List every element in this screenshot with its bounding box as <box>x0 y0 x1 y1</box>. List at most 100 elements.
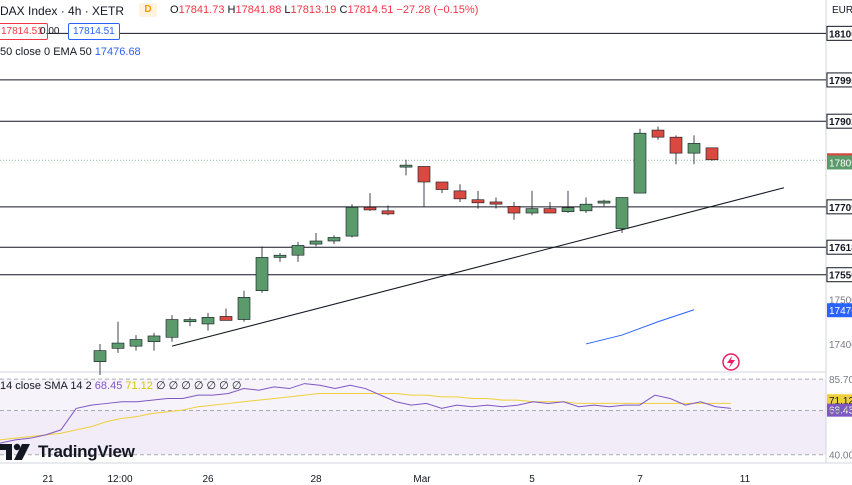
sell-button[interactable]: 17814.51 <box>0 23 48 40</box>
high-label: H <box>227 4 236 16</box>
candle-up <box>525 208 539 214</box>
candle-up <box>201 317 215 325</box>
rsi-legend-empty-values: ∅ ∅ ∅ ∅ ∅ ∅ ∅ <box>155 380 242 392</box>
candle-down <box>453 190 467 200</box>
price-axis-label: 17476 <box>829 306 852 317</box>
candle-down <box>651 129 665 138</box>
change-value: −27.28 (−0.15%) <box>396 4 479 16</box>
candle-up <box>561 207 575 213</box>
buy-button[interactable]: 17814.51 <box>68 23 120 40</box>
price-axis-label: 17709 <box>829 203 852 214</box>
candle-up <box>327 237 341 242</box>
rsi-axis-label: 85.70 <box>829 375 852 386</box>
candle-up <box>111 342 125 349</box>
candle-down <box>543 208 557 214</box>
candle-down <box>669 136 683 154</box>
time-axis-tick-label: 28 <box>310 474 322 485</box>
time-axis-tick-label: 5 <box>529 474 535 485</box>
candle-down <box>507 206 521 214</box>
candle-up <box>165 319 179 338</box>
rsi-axis-label: 66.75 <box>829 406 852 417</box>
price-axis-label-box <box>826 239 852 255</box>
candle-up <box>399 164 413 168</box>
price-axis-label-box <box>826 25 852 41</box>
ema-legend-value: 17476.68 <box>94 46 141 58</box>
spread-value: 0.00 <box>40 26 60 37</box>
candle-up <box>579 203 593 212</box>
candle-up <box>183 319 197 323</box>
candle-up <box>309 240 323 245</box>
candle-down <box>417 166 431 183</box>
ema-legend-label: 50 close 0 EMA 50 <box>0 46 92 58</box>
candle-down <box>489 201 503 205</box>
price-axis-label: 17400 <box>829 340 852 351</box>
alert-lightning-glyph <box>727 356 735 368</box>
rsi-legend-value: 68.45 <box>94 380 123 392</box>
candle-down <box>705 147 719 161</box>
candle-down <box>363 206 377 211</box>
rsi-legend[interactable]: 14 close SMA 14 2 68.45 71.12 ∅ ∅ ∅ ∅ ∅ … <box>0 379 241 392</box>
time-axis-tick-label: 7 <box>637 474 643 485</box>
time-axis-tick-label: Mar <box>413 474 431 485</box>
candle-up <box>273 254 287 258</box>
time-axis-tick-label: 26 <box>202 474 214 485</box>
price-axis-label-box <box>827 155 852 170</box>
close-label: C <box>339 4 348 16</box>
delayed-data-badge[interactable]: D <box>139 3 157 17</box>
price-axis-label: 17618 <box>829 243 852 254</box>
rsi-sma-line <box>0 393 731 441</box>
price-axis-label: 17902 <box>829 117 852 128</box>
price-axis-label: 18100 <box>829 29 852 40</box>
candle-down <box>471 199 485 204</box>
currency-label: EUR <box>832 5 852 16</box>
open-label: O <box>170 4 179 16</box>
candle-up <box>147 335 161 343</box>
candle-down <box>435 181 449 190</box>
price-axis-label-box <box>826 267 852 283</box>
candle-up <box>597 200 611 204</box>
close-value: 17814.51 <box>347 4 394 16</box>
candle-up <box>237 297 251 320</box>
low-value: 17813.19 <box>290 4 337 16</box>
rsi-band-fill <box>0 410 826 455</box>
candle-up <box>633 132 647 194</box>
price-axis-label-box <box>826 113 852 129</box>
candle-up <box>687 143 701 154</box>
price-axis-label-box <box>826 199 852 215</box>
candle-down <box>219 316 233 321</box>
time-axis-tick-label: 12:00 <box>107 474 132 485</box>
candle-up <box>291 245 305 256</box>
time-axis-tick-label: 11 <box>740 474 751 485</box>
price-axis-label-box <box>826 72 852 88</box>
rsi-sma-legend-value: 71.12 <box>125 380 153 392</box>
price-axis-label: 17500 <box>829 296 852 307</box>
price-axis-label: 17995 <box>829 76 852 87</box>
ema-legend[interactable]: 50 close 0 EMA 50 17476.68 <box>0 46 141 58</box>
ema-line <box>585 309 695 345</box>
price-axis-label: 17556 <box>829 271 852 282</box>
rsi-legend-label: 14 close SMA 14 2 <box>0 380 92 392</box>
rsi-axis-label: 40.00 <box>829 451 852 462</box>
tradingview-logo[interactable]: TradingView <box>0 441 135 463</box>
tradingview-wordmark: TradingView <box>38 442 135 461</box>
candle-down <box>381 210 395 215</box>
tradingview-icon <box>0 443 30 460</box>
candle-up <box>93 350 107 362</box>
low-label: L <box>284 4 291 16</box>
price-axis-label: 17809 <box>829 158 852 169</box>
rsi-line <box>0 383 732 444</box>
time-axis-tick-label: 21 <box>42 474 54 485</box>
rsi-axis-label-box <box>827 403 852 417</box>
trendline <box>171 187 785 347</box>
candle-up <box>615 197 629 229</box>
symbol-title[interactable]: DAX Index · 4h · XETR <box>0 4 125 18</box>
ohlc-legend: O17841.73 H17841.88 L17813.19 C17814.51 … <box>170 4 478 16</box>
rsi-axis-label: 71.12 <box>829 396 852 407</box>
price-axis-label-box <box>827 303 852 318</box>
high-value: 17841.88 <box>235 4 282 16</box>
candle-up <box>129 339 143 347</box>
candle-up <box>255 257 269 291</box>
candle-up <box>345 206 359 237</box>
open-value: 17841.73 <box>178 4 225 16</box>
